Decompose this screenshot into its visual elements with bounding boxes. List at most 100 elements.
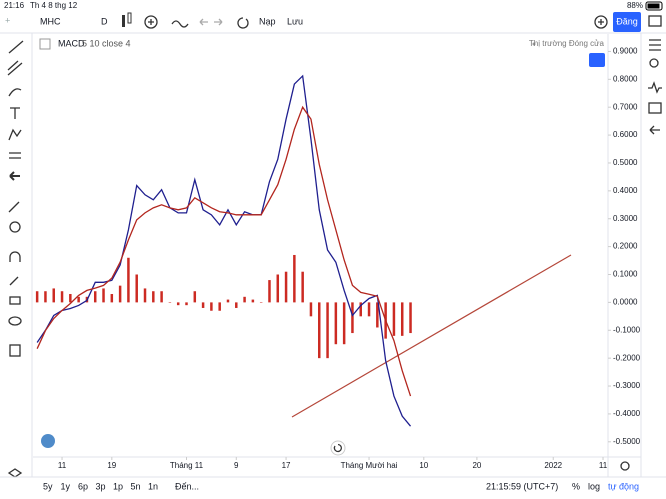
y-tick-label: 0.1000 (613, 270, 638, 279)
range-button[interactable]: 6p (78, 481, 88, 491)
range-button[interactable]: 5y (43, 481, 53, 491)
histogram-bar (235, 302, 238, 308)
x-tick-label: 19 (107, 461, 116, 470)
undo-icon[interactable] (199, 18, 208, 26)
y-tick-label: 0.9000 (613, 47, 638, 56)
reset-icon[interactable] (333, 443, 342, 453)
folder-icon[interactable] (648, 15, 662, 27)
watchlist-icon[interactable] (649, 39, 661, 51)
histogram-bar (351, 302, 354, 334)
prediction-tool[interactable] (9, 152, 21, 159)
reload-icon[interactable] (237, 17, 249, 29)
back-tool[interactable] (9, 171, 20, 181)
trendline-tool[interactable] (8, 40, 24, 54)
histogram-bar (259, 302, 263, 303)
save-button[interactable]: Lưu (287, 16, 303, 26)
add-indicator-icon[interactable] (144, 15, 158, 29)
histogram-bar (392, 302, 396, 336)
histogram-bar (152, 291, 155, 303)
histogram-bar (226, 299, 230, 303)
ruler-tool[interactable] (8, 201, 20, 213)
x-tick-label: 11 (58, 461, 67, 470)
histogram-bar (176, 302, 180, 306)
add-icon[interactable] (594, 15, 608, 29)
histogram-bar (293, 254, 296, 303)
histogram-bar (400, 302, 404, 336)
histogram-bar (60, 291, 64, 303)
histogram-bar (77, 296, 80, 303)
histogram-bar (342, 302, 346, 345)
zoom-tool[interactable] (9, 221, 21, 233)
y-tick-label: 0.7000 (613, 102, 638, 111)
histogram-bar (334, 302, 338, 345)
log-toggle[interactable]: log (588, 481, 600, 491)
histogram-bar (110, 294, 114, 303)
crosshair-icon[interactable]: + (5, 15, 10, 25)
y-tick-label: -0.2000 (613, 353, 641, 362)
histogram-bar (193, 291, 197, 303)
histogram-bar (143, 288, 147, 303)
register-button[interactable] (613, 12, 641, 32)
histogram-bar (268, 280, 271, 303)
register-label[interactable]: Đăng (616, 16, 638, 26)
interval[interactable]: D (101, 16, 108, 26)
candles-icon[interactable] (122, 15, 125, 27)
alerts-icon[interactable] (648, 81, 662, 94)
battery-level (647, 3, 660, 9)
lock-drawing-tool[interactable] (9, 276, 19, 286)
histogram-bar (367, 302, 371, 317)
range-button[interactable]: 5n (131, 481, 141, 491)
search-icon[interactable] (649, 58, 659, 68)
auto-scale-button[interactable] (589, 53, 605, 67)
histogram-bar (135, 274, 138, 303)
news-icon[interactable] (648, 102, 662, 114)
range-button[interactable]: 1n (148, 481, 158, 491)
redo-icon[interactable] (214, 18, 223, 26)
histogram-bar (160, 291, 163, 303)
range-button[interactable]: 1p (113, 481, 123, 491)
histogram-bar (359, 302, 362, 317)
collapse-legend[interactable] (39, 38, 51, 50)
text-tool[interactable] (10, 107, 20, 119)
x-tick-label: 2022 (544, 461, 562, 470)
visibility-tool[interactable] (8, 316, 22, 326)
pattern-tool[interactable] (8, 128, 22, 141)
add-indicator-icon[interactable] (148, 19, 154, 25)
deposit-button[interactable]: Nạp (259, 16, 276, 26)
auto-toggle[interactable]: tự động (608, 481, 639, 491)
reset-button[interactable] (330, 440, 346, 456)
delete-tool[interactable] (9, 344, 21, 357)
add-icon[interactable] (598, 19, 604, 25)
settings-icon[interactable] (620, 461, 630, 471)
market-status: Thị trường Đóng cửa (529, 39, 605, 48)
histogram-bar (35, 291, 39, 303)
candles-icon[interactable] (127, 12, 132, 24)
status-time: 21:16 (4, 1, 25, 10)
collapse-icon[interactable] (649, 125, 660, 135)
lock-tool[interactable] (9, 296, 21, 305)
x-tick-label: 20 (472, 461, 481, 470)
histogram-bar (276, 274, 280, 303)
symbol[interactable]: MHC (40, 16, 61, 26)
y-tick-label: 0.0000 (613, 297, 638, 306)
x-tick-label: Tháng 11 (170, 461, 204, 470)
histogram-bar (127, 257, 130, 303)
percent-toggle[interactable]: % (572, 481, 580, 491)
fib-tool[interactable] (7, 60, 23, 76)
range-button[interactable]: 3p (96, 481, 106, 491)
histogram-bar (210, 302, 213, 311)
range-button[interactable]: 1y (61, 481, 71, 491)
histogram-bar (102, 288, 105, 303)
y-tick-label: -0.5000 (613, 437, 641, 446)
y-tick-label: 0.6000 (613, 130, 638, 139)
histogram-bar (118, 285, 122, 303)
compare-icon[interactable] (171, 20, 189, 28)
battery-icon (645, 1, 663, 11)
go-to-date[interactable]: Đến... (175, 481, 199, 491)
magnet-tool[interactable] (9, 251, 21, 262)
y-tick-label: 0.5000 (613, 158, 638, 167)
layers-tool[interactable] (7, 468, 23, 478)
chart-marks: 0.9000 0.8000 0.7000 0.6000 0.5000 0.4000 0.30… (35, 47, 641, 470)
histogram-bar (284, 271, 288, 303)
brush-tool[interactable] (8, 88, 22, 97)
